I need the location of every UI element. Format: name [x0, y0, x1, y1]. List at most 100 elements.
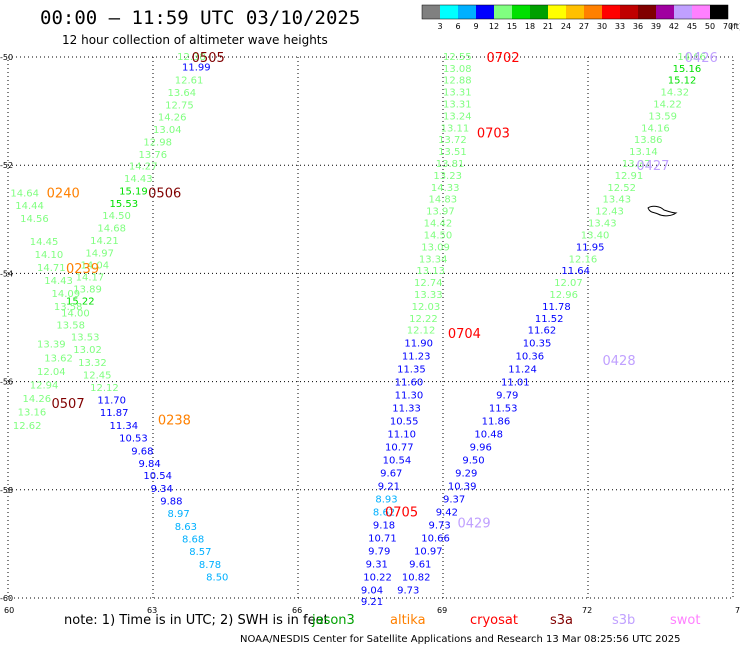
wave-height-value: 14.64: [10, 188, 39, 199]
satellite-s3b: s3b: [612, 613, 636, 628]
wave-height-value: 14.26: [23, 394, 52, 405]
wave-height-value: 14.22: [653, 100, 682, 111]
wave-height-value: 10.54: [143, 471, 172, 482]
pass-time-label: 0704: [448, 327, 481, 342]
wave-height-value: 12.96: [549, 290, 578, 301]
pass-time-label: 0239: [66, 262, 99, 277]
wave-height-value: 13.97: [426, 207, 455, 218]
wave-height-value: 13.24: [443, 111, 472, 122]
wave-height-value: 9.34: [151, 484, 173, 495]
wave-height-value: 10.55: [390, 417, 419, 428]
legend-label: 15: [506, 22, 518, 31]
wave-height-value: 12.22: [409, 314, 438, 325]
x-tick-label: 69: [437, 606, 447, 615]
pass-time-label: 0427: [636, 159, 669, 174]
wave-height-value: 13.51: [438, 147, 467, 158]
legend-swatch-12: [476, 5, 494, 19]
wave-height-value: 8.68: [182, 534, 204, 545]
wave-height-value: 12.12: [90, 383, 119, 394]
wave-height-value: 9.73: [429, 520, 451, 531]
wave-height-value: 14.71: [37, 263, 66, 274]
legend-label: 36: [632, 22, 644, 31]
legend-label: 33: [614, 22, 626, 31]
legend-swatch-15: [494, 5, 512, 19]
wave-height-value: 13.31: [443, 100, 472, 111]
wave-height-value: 14.17: [76, 273, 105, 284]
wave-height-value: 13.08: [443, 64, 472, 75]
wave-height-value: 11.10: [387, 430, 416, 441]
legend-swatch-39: [638, 5, 656, 19]
legend-label: 42: [668, 22, 680, 31]
pass-time-label: 0507: [52, 397, 85, 412]
wave-height-value: 12.04: [37, 367, 66, 378]
wave-height-value: 11.64: [561, 266, 590, 277]
wave-height-value: 13.32: [78, 358, 107, 369]
wave-height-value: 8.57: [189, 547, 211, 558]
wave-height-value: 13.76: [139, 150, 168, 161]
wave-height-value: 10.22: [363, 572, 392, 583]
legend-swatch-9: [458, 5, 476, 19]
wave-height-value: 13.33: [414, 290, 443, 301]
wave-height-value: 9.21: [361, 597, 383, 608]
wave-height-value: 10.82: [402, 572, 431, 583]
x-tick-label: 63: [147, 606, 157, 615]
pass-time-label: 0428: [603, 354, 636, 369]
wave-height-value: 13.81: [436, 159, 465, 170]
wave-height-value: 13.62: [44, 353, 73, 364]
wave-height-value: 14.44: [15, 201, 44, 212]
wave-height-value: 12.74: [414, 278, 443, 289]
wave-height-value: 13.13: [416, 266, 445, 277]
wave-height-value: 14.43: [124, 174, 153, 185]
wave-height-value: 12.91: [615, 171, 644, 182]
wave-height-value: 13.37: [622, 159, 651, 170]
wave-height-value: 15.19: [119, 187, 148, 198]
wave-height-value: 8.93: [375, 494, 397, 505]
pass-time-label: 0705: [385, 505, 418, 520]
wave-height-value: 13.34: [419, 254, 448, 265]
wave-height-value: 14.66: [677, 52, 706, 63]
wave-height-value: 13.04: [153, 125, 182, 136]
wave-height-value: 13.23: [433, 171, 462, 182]
pass-time-label: 0702: [487, 51, 520, 66]
wave-height-value: 11.90: [404, 339, 433, 350]
wave-height-value: 10.35: [523, 339, 552, 350]
wave-height-value: 12.07: [554, 278, 583, 289]
wave-height-value: 12.61: [175, 76, 204, 87]
wave-height-value: 8.50: [206, 572, 228, 583]
wave-height-value: 11.53: [489, 404, 518, 415]
pass-time-label: 0429: [458, 516, 491, 531]
legend-label: 6: [455, 22, 461, 31]
wave-height-value: 13.09: [421, 242, 450, 253]
wave-height-value: 14.45: [30, 237, 59, 248]
wave-height-value: 13.43: [588, 219, 617, 230]
pass-time-label: 0240: [47, 186, 80, 201]
y-tick-label: -52: [0, 161, 13, 170]
wave-height-value: 10.54: [383, 456, 412, 467]
legend-unit: (ft): [729, 22, 740, 31]
wave-height-value: 8.78: [199, 560, 221, 571]
wave-height-value: 10.48: [474, 430, 503, 441]
legend-swatch-33: [602, 5, 620, 19]
wave-height-value: 13.31: [443, 88, 472, 99]
wave-height-value: 9.04: [361, 585, 383, 596]
wave-height-value: 15.16: [673, 64, 702, 75]
satellite-cryosat: cryosat: [470, 613, 518, 628]
satellite-jason3: jason3: [312, 613, 355, 628]
wave-height-value: 11.34: [110, 421, 139, 432]
wave-height-value: 11.30: [395, 391, 424, 402]
wave-height-value: 8.62: [373, 507, 395, 518]
wave-height-value: 9.31: [366, 559, 388, 570]
y-tick-label: -58: [0, 486, 13, 495]
legend-label: 3: [437, 22, 443, 31]
footer-note: note: 1) Time is in UTC; 2) SWH is in fe…: [64, 613, 329, 628]
legend-swatch-27: [566, 5, 584, 19]
wave-height-value: 9.73: [397, 585, 419, 596]
wave-height-value: 14.09: [52, 289, 81, 300]
wave-height-value: 9.18: [373, 520, 395, 531]
wave-height-value: 15.53: [110, 199, 139, 210]
wave-height-value: 13.14: [629, 147, 658, 158]
plot-frame: [7, 56, 734, 599]
wave-height-value: 14.00: [61, 308, 90, 319]
wave-height-value: 12.03: [412, 302, 441, 313]
